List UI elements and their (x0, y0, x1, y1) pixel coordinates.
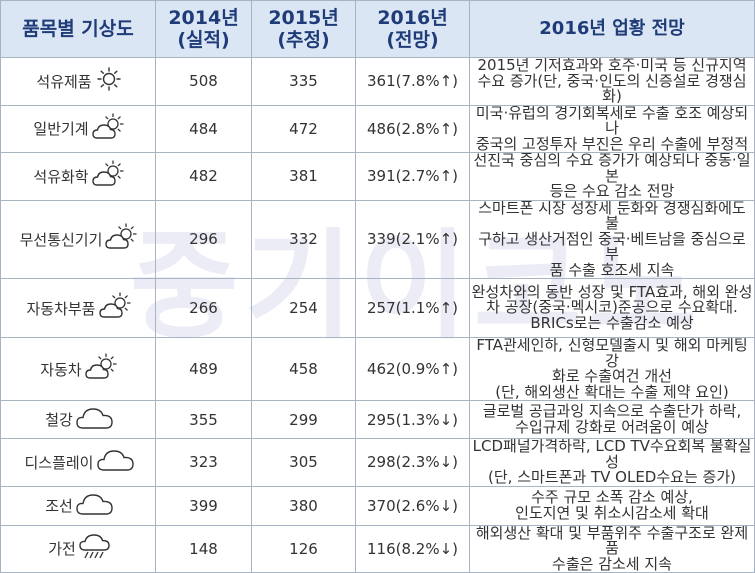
value-2015: 458 (251, 337, 356, 401)
outlook-text: 글로벌 공급과잉 지속으로 수출단가 하락, 수입규제 강화로 어려움이 예상 (469, 400, 755, 439)
value-2015: 380 (251, 485, 356, 526)
category-name: 석유화학 (33, 167, 89, 186)
header-2016: 2016년 (전망) (355, 0, 470, 58)
header-outlook: 2016년 업황 전망 (469, 0, 755, 58)
table-row: 조선 399 380 370(2.6%↓) 수주 규모 소폭 감소 예상, 인도지연 및… (0, 485, 755, 526)
category-cell: 가전 (0, 524, 156, 573)
value-2016: 462(0.9%↑) (355, 337, 470, 401)
category-name: 석유제품 (36, 72, 92, 91)
category-cell: 자동차부품 (0, 278, 156, 338)
value-2014: 323 (155, 438, 252, 487)
value-2014: 489 (155, 337, 252, 401)
category-name: 무선통신기기 (19, 230, 103, 249)
value-2016: 339(2.1%↑) (355, 199, 470, 279)
category-name: 디스플레이 (24, 453, 94, 472)
category-cell: 자동차 (0, 337, 156, 401)
rainy-icon (78, 533, 112, 565)
category-name: 자동차부품 (26, 299, 96, 318)
value-2016: 361(7.8%↑) (355, 57, 470, 106)
table-body: 석유제품 508 335 361(7.8%↑) 2015년 기저효과와 호주·미국 등 … (0, 57, 755, 573)
category-label-with-weather: 철강 (5, 405, 155, 435)
category-cell: 조선 (0, 485, 156, 526)
category-cell: 석유화학 (0, 152, 156, 201)
value-2016: 391(2.7%↑) (355, 152, 470, 201)
category-name: 조선 (45, 497, 73, 515)
category-label-with-weather: 무선통신기기 (5, 223, 155, 255)
value-2016: 295(1.3%↓) (355, 400, 470, 439)
value-2014: 482 (155, 152, 252, 201)
value-2014: 399 (155, 485, 252, 526)
value-2014: 266 (155, 278, 252, 338)
category-label-with-weather: 석유화학 (5, 160, 155, 192)
outlook-text: 해외생산 확대 및 부품위주 수출구조로 완제품 수출은 감소세 지속 (469, 524, 755, 573)
table-row: 무선통신기기 296 332 339(2.1%↑) 스마트폰 시장 성장세 둔화와 경쟁… (0, 199, 755, 279)
category-label-with-weather: 자동차 (5, 353, 155, 385)
outlook-text: 수주 규모 소폭 감소 예상, 인도지연 및 취소시감소세 확대 (469, 485, 755, 526)
table-row: 디스플레이 323 305 298(2.3%↓) LCD패널가격하락, LCD TV수요… (0, 438, 755, 487)
category-name: 철강 (45, 411, 73, 429)
cloudy-icon (96, 447, 136, 477)
outlook-text: 완성차와의 동반 성장 및 FTA효과, 해외 완성 차 공장(중국·멕시코)준… (469, 278, 755, 338)
value-2015: 381 (251, 152, 356, 201)
outlook-text: 미국·유럽의 경기회복세로 수출 호조 예상되나 중국의 고정투자 부진은 우리… (469, 104, 755, 153)
outlook-text: LCD패널가격하락, LCD TV수요회복 불확실성 (단, 스마트폰과 TV … (469, 438, 755, 487)
outlook-text: 선진국 중심의 수요 증가가 예상되나 중동·일본 등은 수요 감소 전망 (469, 152, 755, 201)
value-2015: 126 (251, 524, 356, 573)
value-2016: 486(2.8%↑) (355, 104, 470, 153)
category-label-with-weather: 자동차부품 (5, 292, 155, 324)
value-2015: 299 (251, 400, 356, 439)
header-2014: 2014년 (실적) (155, 0, 252, 58)
partly-cloudy-icon (91, 160, 127, 192)
category-name: 가전 (48, 540, 76, 559)
value-2014: 355 (155, 400, 252, 439)
table-row: 자동차 489 458 462(0.9%↑) FTA관세인하, 신형모델출시 및 해외 … (0, 337, 755, 401)
value-2016: 298(2.3%↓) (355, 438, 470, 487)
header-category: 품목별 기상도 (0, 0, 156, 58)
outlook-text: 스마트폰 시장 성장세 둔화와 경쟁심화에도 불 구하고 생산거점인 중국·베트… (469, 199, 755, 279)
value-2014: 508 (155, 57, 252, 106)
value-2014: 484 (155, 104, 252, 153)
category-label-with-weather: 가전 (5, 533, 155, 565)
value-2016: 257(1.1%↑) (355, 278, 470, 338)
category-label-with-weather: 디스플레이 (5, 447, 155, 477)
table-row: 가전 148 126 116(8.2%↓) 해외생산 확대 및 부품위주 수출구조로 완… (0, 524, 755, 573)
partly-cloudy-icon (104, 223, 140, 255)
outlook-text: FTA관세인하, 신형모델출시 및 해외 마케팅 강 화로 수출여건 개선 (단… (469, 337, 755, 401)
category-cell: 일반기계 (0, 104, 156, 153)
value-2016: 370(2.6%↓) (355, 485, 470, 526)
partly-cloudy-icon (91, 113, 127, 145)
table-row: 일반기계 484 472 486(2.8%↑) 미국·유럽의 경기회복세로 수출 호조 … (0, 104, 755, 153)
value-2014: 148 (155, 524, 252, 573)
category-label-with-weather: 일반기계 (5, 113, 155, 145)
value-2015: 254 (251, 278, 356, 338)
value-2015: 305 (251, 438, 356, 487)
category-cell: 철강 (0, 400, 156, 439)
partly-cloudy-icon (84, 353, 120, 385)
header-row: 품목별 기상도 2014년 (실적) 2015년 (추정) 2016년 (전망)… (0, 0, 755, 58)
value-2015: 335 (251, 57, 356, 106)
value-2016: 116(8.2%↓) (355, 524, 470, 573)
value-2015: 332 (251, 199, 356, 279)
value-2015: 472 (251, 104, 356, 153)
partly-cloudy-icon (98, 292, 134, 324)
value-2014: 296 (155, 199, 252, 279)
category-cell: 디스플레이 (0, 438, 156, 487)
table-row: 자동차부품 266 254 257(1.1%↑) 완성차와의 동반 성장 및 FTA효과… (0, 278, 755, 338)
category-cell: 석유제품 (0, 57, 156, 106)
category-name: 일반기계 (33, 120, 89, 139)
category-label-with-weather: 석유제품 (5, 67, 155, 95)
category-label-with-weather: 조선 (5, 491, 155, 521)
category-name: 자동차 (40, 360, 82, 379)
category-cell: 무선통신기기 (0, 199, 156, 279)
outlook-text: 2015년 기저효과와 호주·미국 등 신규지역 수요 증가(단, 중국·인도의… (469, 57, 755, 106)
table-row: 철강 355 299 295(1.3%↓) 글로벌 공급과잉 지속으로 수출단가 하락,… (0, 400, 755, 439)
header-2015: 2015년 (추정) (251, 0, 356, 58)
sunny-icon (94, 67, 124, 95)
cloudy-icon (75, 491, 115, 521)
table-row: 석유화학 482 381 391(2.7%↑) 선진국 중심의 수요 증가가 예상되나 … (0, 152, 755, 201)
table-row: 석유제품 508 335 361(7.8%↑) 2015년 기저효과와 호주·미국 등 … (0, 57, 755, 106)
cloudy-icon (75, 405, 115, 435)
